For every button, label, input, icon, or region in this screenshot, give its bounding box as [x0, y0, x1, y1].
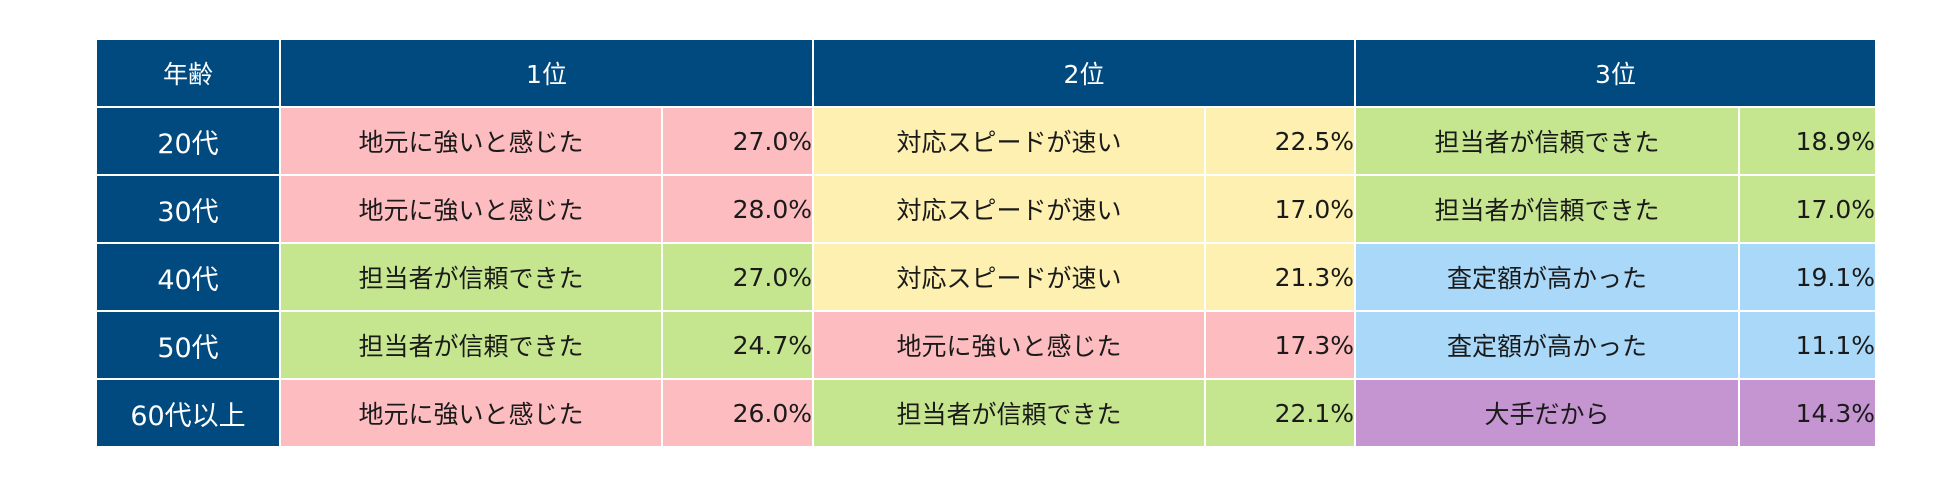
reason-cell: 大手だから	[1354, 378, 1740, 448]
percent-cell: 28.0%	[661, 174, 814, 244]
percent-cell: 19.1%	[1738, 242, 1877, 312]
age-cell: 40代	[95, 242, 281, 312]
reason-cell: 対応スピードが速い	[812, 106, 1206, 176]
reason-cell: 対応スピードが速い	[812, 174, 1206, 244]
reason-cell: 対応スピードが速い	[812, 242, 1206, 312]
header-rank-1: 1位	[279, 38, 814, 108]
header-rank-2: 2位	[812, 38, 1356, 108]
header-age: 年齢	[95, 38, 281, 108]
reason-cell: 担当者が信頼できた	[1354, 174, 1740, 244]
percent-cell: 27.0%	[661, 242, 814, 312]
percent-cell: 27.0%	[661, 106, 814, 176]
table-body: 20代 地元に強いと感じた 27.0% 対応スピードが速い 22.5% 担当者が信頼できた…	[95, 106, 1877, 448]
table-row: 50代 担当者が信頼できた 24.7% 地元に強いと感じた 17.3% 査定額が高かった 1…	[95, 310, 1877, 380]
table-row: 60代以上 地元に強いと感じた 26.0% 担当者が信頼できた 22.1% 大手だから 14…	[95, 378, 1877, 448]
percent-cell: 26.0%	[661, 378, 814, 448]
reason-cell: 査定額が高かった	[1354, 310, 1740, 380]
reason-cell: 査定額が高かった	[1354, 242, 1740, 312]
table-row: 40代 担当者が信頼できた 27.0% 対応スピードが速い 21.3% 査定額が高かった 1…	[95, 242, 1877, 312]
percent-cell: 22.1%	[1204, 378, 1356, 448]
reason-cell: 地元に強いと感じた	[279, 174, 663, 244]
reason-cell: 地元に強いと感じた	[812, 310, 1206, 380]
percent-cell: 14.3%	[1738, 378, 1877, 448]
percent-cell: 11.1%	[1738, 310, 1877, 380]
reason-cell: 担当者が信頼できた	[279, 242, 663, 312]
header-row: 年齢 1位 2位 3位	[95, 38, 1877, 108]
reason-cell: 地元に強いと感じた	[279, 106, 663, 176]
reason-cell: 担当者が信頼できた	[812, 378, 1206, 448]
ranking-table: 年齢 1位 2位 3位 20代 地元に強いと感じた 27.0% 対応スピードが速い 22…	[95, 38, 1877, 448]
percent-cell: 18.9%	[1738, 106, 1877, 176]
table-header: 年齢 1位 2位 3位	[95, 38, 1877, 108]
age-cell: 20代	[95, 106, 281, 176]
reason-cell: 担当者が信頼できた	[1354, 106, 1740, 176]
percent-cell: 21.3%	[1204, 242, 1356, 312]
reason-cell: 地元に強いと感じた	[279, 378, 663, 448]
age-cell: 60代以上	[95, 378, 281, 448]
percent-cell: 22.5%	[1204, 106, 1356, 176]
age-cell: 50代	[95, 310, 281, 380]
header-rank-3: 3位	[1354, 38, 1877, 108]
age-cell: 30代	[95, 174, 281, 244]
table-row: 30代 地元に強いと感じた 28.0% 対応スピードが速い 17.0% 担当者が信頼できた…	[95, 174, 1877, 244]
percent-cell: 17.3%	[1204, 310, 1356, 380]
percent-cell: 24.7%	[661, 310, 814, 380]
table-row: 20代 地元に強いと感じた 27.0% 対応スピードが速い 22.5% 担当者が信頼できた…	[95, 106, 1877, 176]
percent-cell: 17.0%	[1204, 174, 1356, 244]
reason-cell: 担当者が信頼できた	[279, 310, 663, 380]
percent-cell: 17.0%	[1738, 174, 1877, 244]
